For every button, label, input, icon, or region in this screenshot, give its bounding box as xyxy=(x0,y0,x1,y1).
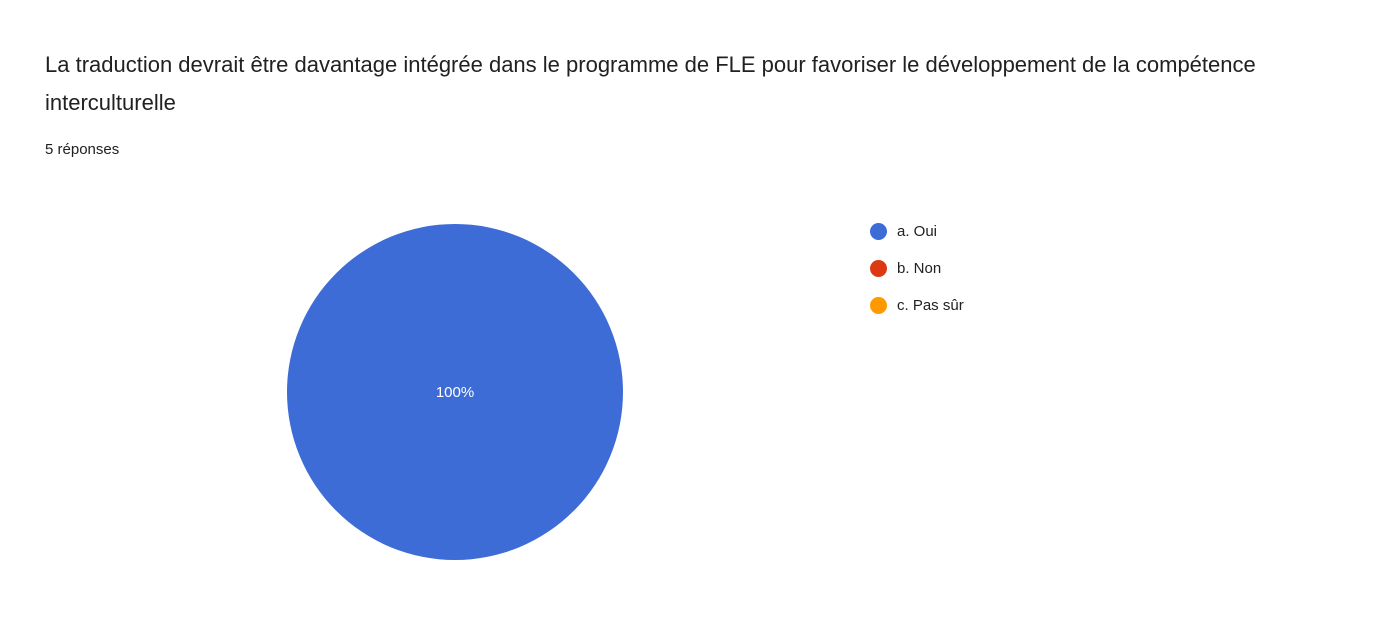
legend-label-oui: a. Oui xyxy=(897,223,938,240)
legend-item-pas-sur: c. Pas sûr xyxy=(870,294,964,317)
legend-item-non: b. Non xyxy=(870,257,964,280)
question-title: La traduction devrait être davantage int… xyxy=(45,52,1256,115)
pie-chart: 100% xyxy=(287,224,623,560)
legend-dot-orange-icon xyxy=(870,297,887,314)
legend-item-oui: a. Oui xyxy=(870,220,964,243)
chart-legend: a. Oui b. Non c. Pas sûr xyxy=(870,220,964,317)
legend-dot-blue-icon xyxy=(870,223,887,240)
pie-slice-percentage-label: 100% xyxy=(435,383,475,401)
responses-count: 5 réponses xyxy=(45,141,120,158)
legend-label-pas-sur: c. Pas sûr xyxy=(897,297,964,314)
legend-label-non: b. Non xyxy=(897,260,942,277)
legend-dot-red-icon xyxy=(870,260,887,277)
